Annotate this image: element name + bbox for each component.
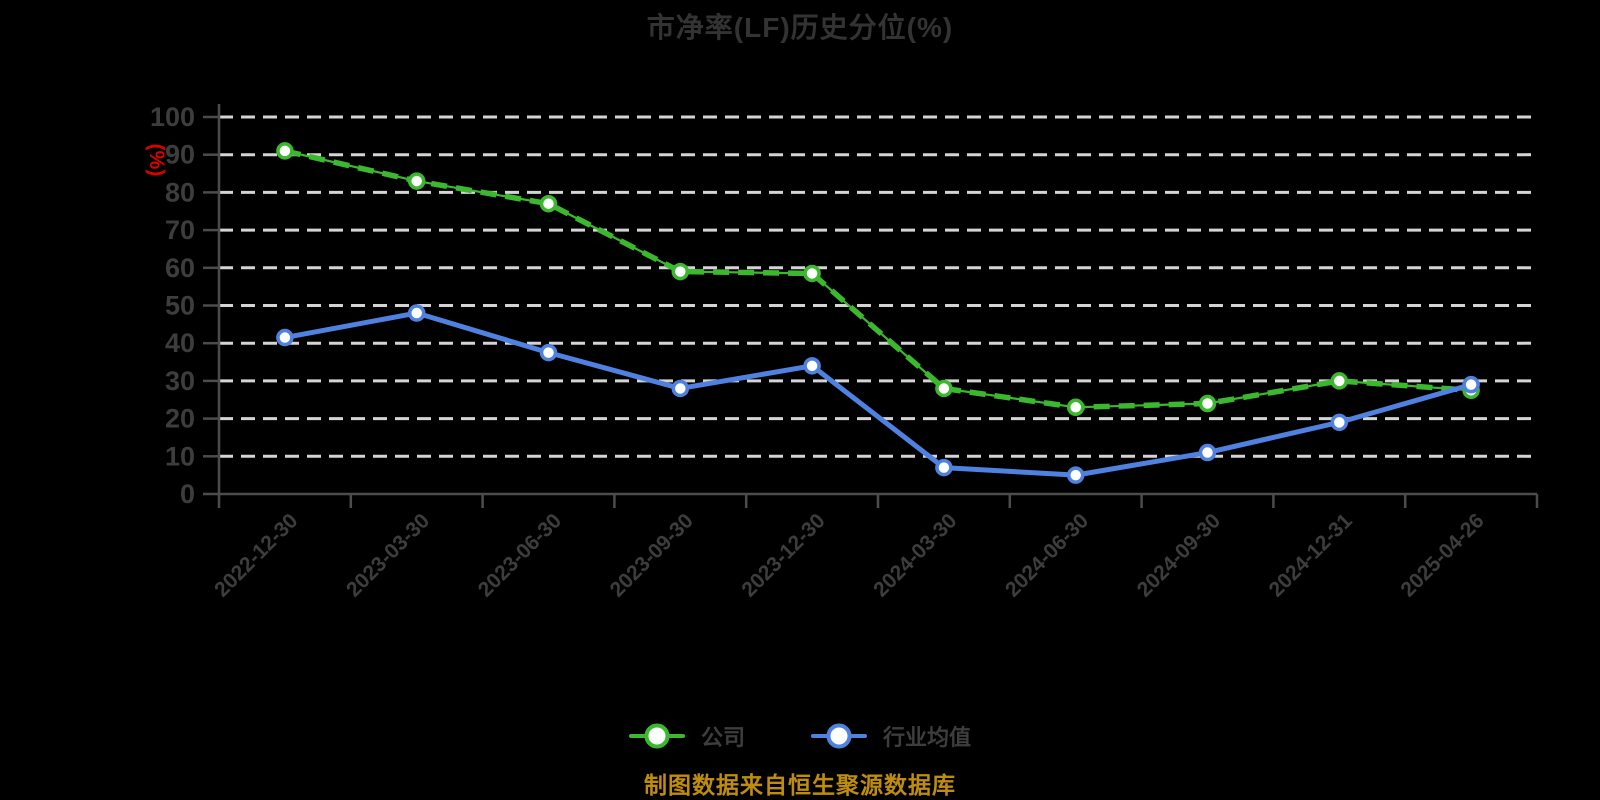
y-axis-tick-label: 20 (165, 404, 195, 434)
x-axis-tick-label: 2024-09-30 (1133, 509, 1225, 601)
data-source-note: 制图数据来自恒生聚源数据库 (644, 772, 956, 798)
x-axis-tick-label: 2024-12-31 (1265, 509, 1357, 601)
y-axis-tick-label: 40 (165, 328, 195, 358)
x-axis-tick-label: 2023-03-30 (342, 509, 434, 601)
data-point-marker (935, 379, 953, 398)
legend-marker-icon (628, 723, 685, 749)
data-point-marker (276, 142, 294, 160)
x-axis-tick-label: 2023-12-30 (737, 509, 829, 601)
data-point-marker (407, 172, 426, 190)
x-axis-tick-label: 2023-09-30 (606, 509, 698, 601)
series-line (284, 148, 1472, 411)
data-point-marker (407, 304, 426, 322)
data-point-marker (1330, 413, 1349, 432)
chart-title: 市净率(LF)历史分位(%) (646, 12, 954, 43)
data-point-marker (1330, 372, 1349, 390)
y-axis-tick-label: 80 (165, 177, 195, 207)
legend-item-1: 行业均值 (811, 720, 971, 752)
data-point-marker (671, 262, 690, 281)
data-point-marker (539, 343, 558, 362)
legend-label: 行业均值 (883, 725, 972, 750)
data-point-marker (276, 328, 294, 347)
series-line (284, 310, 1472, 478)
y-axis-tick-label: 100 (150, 102, 195, 132)
data-point-marker (1066, 466, 1085, 484)
data-point-marker (1198, 394, 1217, 413)
y-axis-tick-label: 50 (165, 291, 195, 321)
data-point-marker (803, 357, 821, 375)
legend-item-0: 公司 (628, 720, 745, 752)
x-axis-tick-label: 2023-06-30 (474, 509, 566, 601)
data-point-marker (539, 194, 558, 213)
data-point-marker (1462, 375, 1480, 394)
y-axis-tick-label: 30 (165, 366, 195, 396)
y-axis-tick-label: 10 (165, 441, 195, 471)
legend: 公司 行业均值 (0, 710, 1600, 762)
x-axis-tick-label: 2024-06-30 (1001, 509, 1093, 601)
data-point-marker (1066, 398, 1085, 417)
legend-marker-icon (811, 723, 867, 749)
data-point-marker (1198, 443, 1217, 462)
x-axis-tick-label: 2022-12-30 (210, 509, 302, 601)
data-point-marker (935, 458, 953, 477)
data-point-marker (803, 264, 821, 283)
data-point-marker (671, 379, 690, 398)
y-axis-unit-label: (%) (145, 144, 168, 177)
x-axis-tick-label: 2024-03-30 (869, 509, 961, 601)
legend-label: 公司 (700, 725, 745, 750)
y-axis-tick-label: 0 (180, 479, 195, 509)
y-axis-tick-label: 70 (165, 215, 195, 245)
y-axis-tick-label: 60 (165, 253, 195, 283)
y-axis-tick-label: 90 (165, 140, 195, 170)
x-axis-tick-label: 2025-04-26 (1396, 509, 1488, 601)
